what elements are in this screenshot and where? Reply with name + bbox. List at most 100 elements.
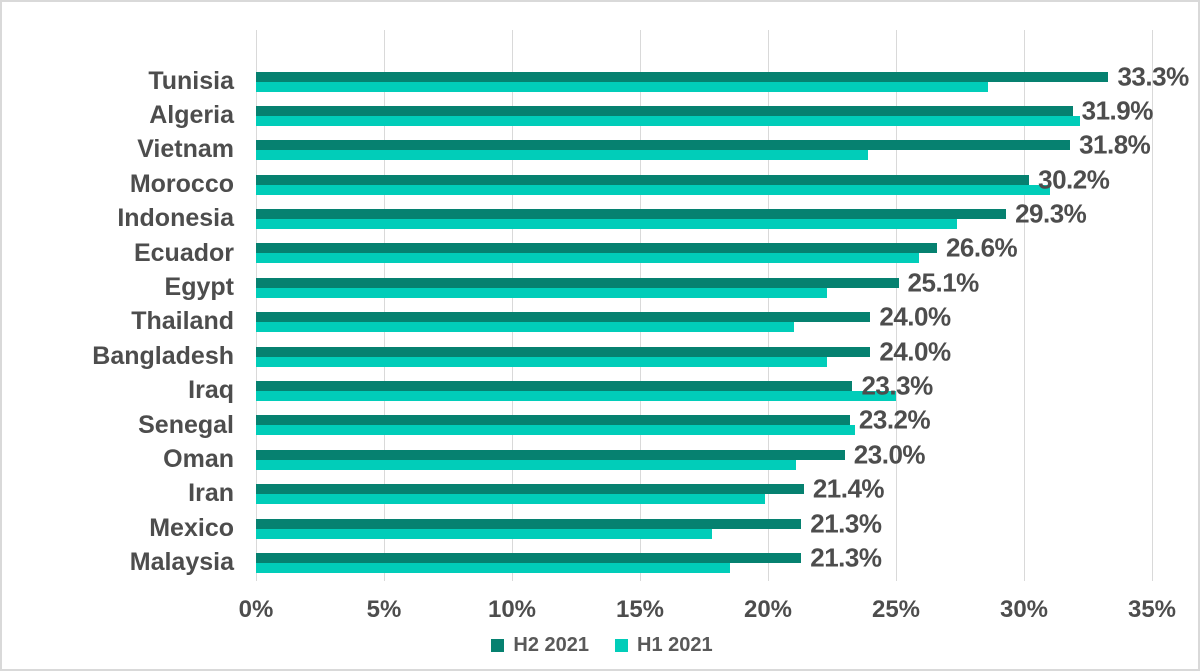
category-label: Iran [188,479,234,508]
data-label: 33.3% [1117,61,1189,91]
bar-row: 23.2% [256,404,1198,442]
bar-row: 23.3% [256,370,1198,408]
data-label: 23.0% [853,439,926,470]
bar-h1-2021 [256,528,712,539]
bar-h2-2021 [256,484,804,495]
category-label: Bangladesh [92,341,234,370]
legend-item-h2-2021: H2 2021 [491,634,589,657]
data-label: 21.4% [812,473,885,504]
data-label: 23.3% [861,370,933,401]
bar-h1-2021 [256,150,868,161]
x-tick-label: 20% [743,596,793,623]
gridline [1152,30,1153,581]
gridline [512,30,513,581]
x-tick-label: 25% [871,596,921,623]
x-tick-label: 0% [238,596,274,623]
category-axis: Tunisia Algeria Vietnam Morocco Indonesia Ecu… [2,64,234,580]
bar-h1-2021 [256,115,1081,126]
data-label: 31.8% [1079,129,1151,160]
legend-item-h1-2021: H1 2021 [615,634,713,657]
category-label: Morocco [129,169,234,198]
bar-rows: 33.3% 31.9% 31.8% 30.2% 29.3% 26.6% 25.1% 24.0%… [256,61,1198,580]
data-label: 21.3% [810,508,882,539]
bar-h1-2021 [256,391,896,402]
category-label: Vietnam [137,135,234,164]
bar-h1-2021 [256,184,1050,195]
bar-h1-2021 [256,322,794,333]
bar-h1-2021 [256,219,958,230]
x-tick-label: 15% [615,596,665,623]
category-label: Tunisia [148,66,234,95]
bar-h2-2021 [256,552,802,563]
bar-row: 33.3% [256,61,1198,98]
bar-h2-2021 [256,140,1071,151]
category-label: Iraq [188,376,234,405]
bar-h2-2021 [256,449,845,460]
bar-h2-2021 [256,71,1109,82]
gridline [640,30,641,581]
bar-h1-2021 [256,81,989,92]
legend-swatch-h2-icon [491,639,505,652]
bar-h1-2021 [256,494,766,505]
category-label: Oman [163,444,234,473]
x-tick-label: 5% [366,596,402,623]
category-label: Thailand [131,307,234,336]
bar-h2-2021 [256,312,871,323]
category-label: Indonesia [117,204,234,233]
bar-h1-2021 [256,562,730,573]
category-label: Senegal [138,410,234,439]
bar-h2-2021 [256,209,1007,220]
category-label: Algeria [149,101,234,130]
bar-h2-2021 [256,277,899,288]
bar-row: 25.1% [256,267,1198,304]
data-label: 26.6% [945,232,1018,263]
category-label: Malaysia [129,548,234,577]
legend-swatch-h1-icon [615,639,628,652]
x-tick-label: 30% [999,596,1049,623]
bar-row: 31.9% [256,95,1198,132]
bar-h1-2021 [256,287,827,298]
bar-row: 31.8% [256,129,1198,167]
value-axis: 0% 5% 10% 15% 20% 25% 30% 35% [239,596,1176,626]
gridline [256,30,257,581]
gridline [1024,30,1025,581]
bar-h2-2021 [256,174,1030,185]
bar-row: 23.0% [256,439,1198,476]
bar-row: 21.3% [256,508,1198,545]
bar-h2-2021 [256,243,937,254]
x-tick-label: 35% [1127,596,1177,623]
data-label: 24.0% [879,301,951,332]
bar-h2-2021 [256,381,853,392]
data-label: 24.0% [879,336,951,367]
data-label: 31.9% [1081,95,1154,126]
bar-h2-2021 [256,415,850,426]
bar-row: 21.3% [256,542,1198,579]
x-tick-label: 10% [487,596,537,623]
bar-h1-2021 [256,356,827,367]
bar-row: 30.2% [256,164,1198,201]
bar-row: 24.0% [256,301,1198,339]
bar-row: 26.6% [256,232,1198,270]
bar-h2-2021 [256,518,802,529]
bar-h1-2021 [256,459,797,470]
category-label: Mexico [149,513,234,542]
legend-label: H1 2021 [637,634,713,656]
bar-row: 29.3% [256,199,1198,236]
gridline [896,30,897,581]
gridline [768,30,769,581]
category-label: Egypt [164,273,234,302]
plot-area [256,30,1153,581]
bar-row: 21.4% [256,473,1198,511]
category-label: Ecuador [133,238,234,267]
data-label: 21.3% [810,542,882,573]
bar-h1-2021 [256,253,920,264]
legend-label: H2 2021 [513,634,589,656]
data-label: 23.2% [858,404,931,435]
bar-row: 24.0% [256,336,1198,373]
legend: H2 2021 H1 2021 [2,634,1198,657]
gridline [384,30,385,581]
bar-h2-2021 [256,105,1073,116]
data-label: 30.2% [1038,164,1110,195]
bar-h1-2021 [256,425,856,436]
